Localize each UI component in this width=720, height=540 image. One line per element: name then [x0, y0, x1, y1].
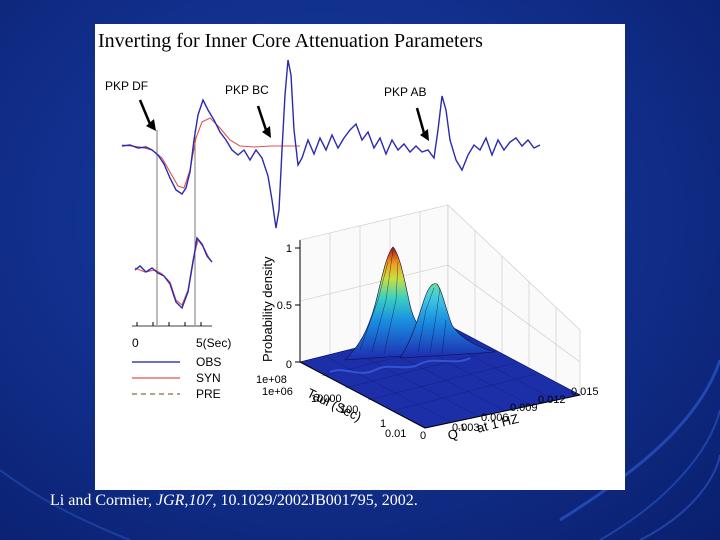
- tau-tick-label: 1e+08: [256, 374, 287, 386]
- q-tick-label: 0.012: [538, 394, 566, 406]
- obs-trace-upper: [121, 59, 541, 229]
- q-tick-label: 0.009: [510, 402, 538, 414]
- phase-label-pkp-ab: PKP AB: [384, 85, 426, 99]
- z-tick-label: 1: [286, 243, 292, 255]
- obs-trace-lower: [134, 236, 213, 310]
- legend-label-syn: SYN: [196, 371, 221, 385]
- time-axis-start-label: 0: [132, 336, 139, 350]
- tau-tick-label: 1: [380, 418, 386, 430]
- arrow-pkp-bc: [256, 105, 268, 131]
- tau-tick-label: 0.01: [385, 428, 406, 440]
- citation: Li and Cormier, JGR,107, 10.1029/2002JB0…: [50, 492, 418, 510]
- phase-label-pkp-df: PKP DF: [105, 79, 148, 93]
- q-tick-label: 0.006: [481, 412, 509, 424]
- citation-volume: 107: [188, 492, 213, 509]
- legend-label-pre: PRE: [196, 387, 221, 401]
- citation-journal: JGR,: [156, 492, 189, 509]
- z-tick-label: 0.5: [277, 300, 292, 312]
- surface-peak-secondary: [399, 283, 496, 359]
- citation-rest: , 10.1029/2002JB001795, 2002.: [212, 492, 418, 509]
- phase-arrows: [138, 99, 429, 141]
- q-tick-label: 0.015: [571, 386, 599, 398]
- arrow-head-pkp-df: [146, 119, 156, 131]
- time-axis-end-label: 5(Sec): [196, 336, 231, 350]
- q-axis-superscript: -1: [456, 422, 466, 434]
- tau-tick-label: 10000: [311, 393, 342, 405]
- arrow-pkp-ab: [415, 107, 426, 134]
- probability-surface-plot: [295, 204, 582, 429]
- legend-label-obs: OBS: [196, 355, 221, 369]
- q-tick-label: 0.003: [452, 422, 480, 434]
- syn-trace-upper: [121, 117, 300, 189]
- tau-tick-label: 100: [340, 404, 358, 416]
- arrow-pkp-df: [138, 99, 152, 125]
- z-axis-label: Probability density: [260, 256, 275, 362]
- tau-tick-label: 1e+06: [262, 386, 293, 398]
- legend: OBS SYN PRE: [132, 355, 221, 401]
- q-tick-label: 0: [420, 430, 426, 442]
- seismogram-traces: [121, 59, 541, 327]
- arrow-head-pkp-ab: [420, 129, 429, 141]
- slide-title: Inverting for Inner Core Attenuation Par…: [98, 30, 483, 52]
- q-axis-label: Q: [446, 426, 459, 443]
- citation-authors: Li and Cormier,: [50, 492, 152, 509]
- phase-label-pkp-bc: PKP BC: [225, 83, 269, 97]
- arrow-head-pkp-bc: [262, 126, 271, 138]
- z-tick-label: 0: [286, 359, 292, 371]
